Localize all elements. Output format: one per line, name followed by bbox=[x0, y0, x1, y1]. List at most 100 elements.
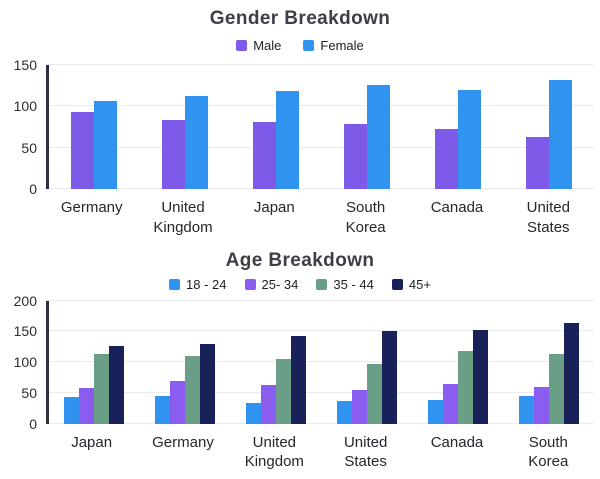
gender-chart-plot-area bbox=[46, 64, 594, 189]
bar-25-34-germany bbox=[170, 380, 186, 424]
bar-group-united-kingdom bbox=[231, 301, 322, 424]
y-tick-label-150: 150 bbox=[13, 323, 37, 340]
bar-18-24-south-korea bbox=[518, 395, 534, 424]
gridline-100 bbox=[46, 361, 594, 363]
gridline-50 bbox=[46, 391, 594, 393]
bar-group-germany bbox=[140, 301, 231, 424]
legend-item-35-44: 35 - 44 bbox=[316, 277, 374, 293]
bar-female-germany bbox=[94, 100, 118, 189]
legend-label-25-34: 25- 34 bbox=[261, 277, 299, 293]
gender-chart-plot-row: 0 50 100 150 bbox=[0, 58, 600, 196]
legend-swatch-18-24 bbox=[169, 279, 181, 291]
bar-group-canada bbox=[412, 65, 503, 189]
bar-male-canada bbox=[434, 128, 458, 189]
bar-25-34-japan bbox=[79, 387, 95, 424]
bar-female-south-korea bbox=[366, 84, 390, 189]
gender-chart-y-axis: 0 50 100 150 bbox=[0, 58, 46, 196]
age-chart-title: Age Breakdown bbox=[225, 249, 375, 271]
bar-groups bbox=[49, 301, 594, 424]
bar-group-united-states bbox=[321, 301, 412, 424]
legend-swatch-45 bbox=[391, 279, 403, 291]
gender-chart-x-axis-labels: Germany United Kingdom Japan South Korea Can… bbox=[46, 198, 594, 238]
age-chart-legend: 18 - 24 25- 34 35 - 44 45+ bbox=[0, 277, 600, 293]
bar-group-south-korea bbox=[321, 65, 412, 189]
bar-45-japan bbox=[109, 345, 125, 424]
bar-male-japan bbox=[253, 122, 277, 189]
x-label-united-states: United States bbox=[526, 199, 570, 236]
bar-female-united-states bbox=[548, 79, 572, 189]
y-axis-line bbox=[46, 65, 49, 189]
bar-male-south-korea bbox=[343, 123, 367, 189]
y-tick-label-0: 0 bbox=[29, 181, 37, 197]
legend-swatch-female bbox=[303, 39, 315, 51]
bar-female-united-kingdom bbox=[185, 95, 209, 189]
bar-group-germany bbox=[49, 65, 140, 189]
gridline-200 bbox=[46, 299, 594, 301]
y-tick-label-150: 150 bbox=[13, 57, 37, 73]
bar-35-44-united-kingdom bbox=[276, 359, 292, 424]
legend-item-25-34: 25- 34 bbox=[244, 277, 299, 293]
bar-group-canada bbox=[412, 301, 503, 424]
bar-45-united-kingdom bbox=[291, 335, 307, 424]
gridline-0 bbox=[46, 188, 594, 189]
legend-swatch-35-44 bbox=[316, 279, 328, 291]
gridline-0 bbox=[46, 422, 594, 424]
x-label-japan: Japan bbox=[253, 199, 295, 216]
bar-male-united-kingdom bbox=[162, 119, 186, 189]
legend-item-female: Female bbox=[303, 38, 364, 53]
bar-groups bbox=[49, 65, 594, 189]
gender-chart-title: Gender Breakdown bbox=[209, 8, 391, 29]
bar-group-south-korea bbox=[503, 301, 594, 424]
x-label-united-states: United States bbox=[343, 433, 388, 471]
x-label-canada: Canada bbox=[430, 433, 484, 451]
bar-35-44-south-korea bbox=[548, 354, 564, 424]
bar-25-34-united-states bbox=[351, 390, 367, 424]
legend-item-male: Male bbox=[236, 38, 281, 53]
bar-18-24-united-states bbox=[336, 401, 352, 424]
y-axis-line bbox=[46, 300, 49, 424]
bar-female-canada bbox=[457, 89, 481, 189]
bar-18-24-canada bbox=[427, 399, 443, 424]
bar-18-24-united-kingdom bbox=[246, 403, 262, 424]
bar-35-44-united-states bbox=[366, 363, 382, 424]
y-tick-label-50: 50 bbox=[21, 139, 37, 156]
age-chart-plot-row: 0 50 100 150 200 bbox=[0, 294, 600, 431]
bar-35-44-germany bbox=[185, 355, 201, 424]
bar-35-44-canada bbox=[457, 351, 473, 424]
age-chart-x-axis-labels: Japan Germany United Kingdom United States C… bbox=[46, 433, 594, 473]
gender-chart-legend: Male Female bbox=[0, 37, 600, 53]
x-label-united-kingdom: United Kingdom bbox=[153, 199, 213, 236]
bar-group-japan bbox=[231, 65, 322, 189]
x-label-south-korea: South Korea bbox=[345, 199, 386, 236]
gridline-100 bbox=[46, 105, 594, 107]
gridline-150 bbox=[46, 64, 594, 65]
gender-breakdown-chart: Gender Breakdown Male Female 0 50 100 150 Ge… bbox=[0, 0, 600, 238]
x-label-united-kingdom: United Kingdom bbox=[244, 433, 304, 471]
bar-group-japan bbox=[49, 301, 140, 424]
bar-25-34-united-kingdom bbox=[261, 385, 277, 424]
bar-45-united-states bbox=[381, 331, 397, 424]
age-chart-y-axis: 0 50 100 150 200 bbox=[0, 294, 46, 431]
bar-female-japan bbox=[276, 91, 300, 189]
y-tick-label-100: 100 bbox=[13, 98, 37, 115]
legend-item-18-24: 18 - 24 bbox=[169, 277, 227, 292]
legend-label-45: 45+ bbox=[408, 277, 431, 293]
bar-18-24-germany bbox=[155, 395, 171, 424]
legend-swatch-25-34 bbox=[244, 279, 256, 291]
bar-45-canada bbox=[472, 330, 488, 424]
gridline-150 bbox=[46, 330, 594, 332]
legend-label-35-44: 35 - 44 bbox=[333, 277, 374, 293]
y-tick-label-100: 100 bbox=[13, 354, 37, 371]
x-label-canada: Canada bbox=[430, 199, 484, 216]
x-label-germany: Germany bbox=[60, 199, 123, 216]
x-label-japan: Japan bbox=[71, 433, 113, 451]
age-chart-plot-area bbox=[46, 299, 594, 424]
x-label-south-korea: South Korea bbox=[528, 433, 569, 471]
bar-group-united-kingdom bbox=[140, 65, 231, 189]
y-tick-label-200: 200 bbox=[13, 292, 37, 309]
legend-item-45: 45+ bbox=[391, 277, 431, 293]
bar-25-34-south-korea bbox=[533, 387, 549, 424]
bar-group-united-states bbox=[503, 65, 594, 189]
x-label-germany: Germany bbox=[152, 433, 214, 451]
